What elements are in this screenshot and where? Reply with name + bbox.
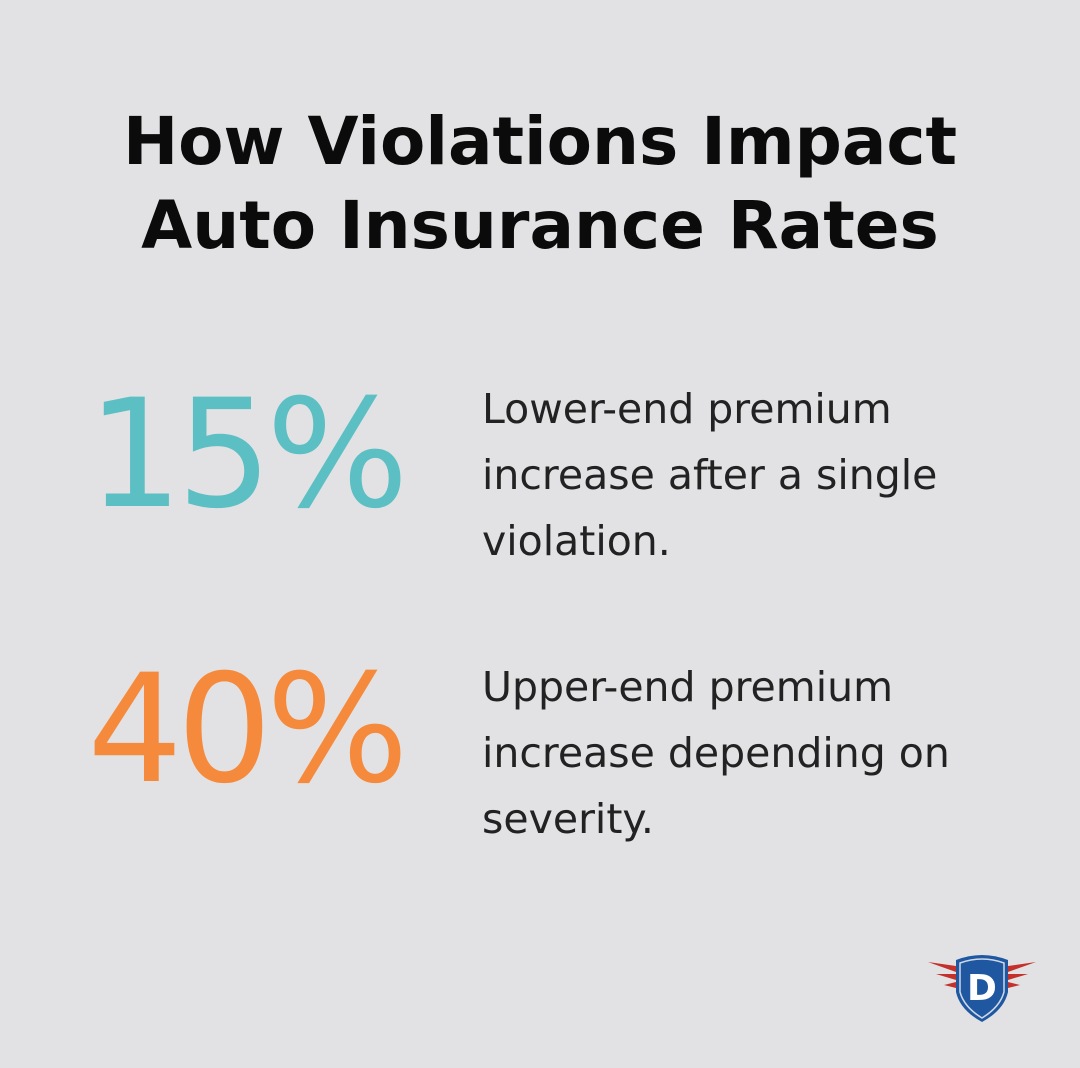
stat-description-low: Lower-end premium increase after a singl…: [482, 385, 938, 565]
brand-logo-shield-icon: D: [928, 955, 1036, 1022]
title-line-1: How Violations Impact: [122, 103, 958, 180]
logo-letter: D: [967, 968, 997, 1009]
stat-value-high: 40%: [87, 643, 408, 817]
page-title: How Violations Impact Auto Insurance Rat…: [0, 100, 1080, 268]
title-line-2: Auto Insurance Rates: [141, 187, 939, 264]
stat-value-low: 15%: [87, 368, 408, 542]
stat-description-high: Upper-end premium increase depending on …: [482, 663, 950, 843]
